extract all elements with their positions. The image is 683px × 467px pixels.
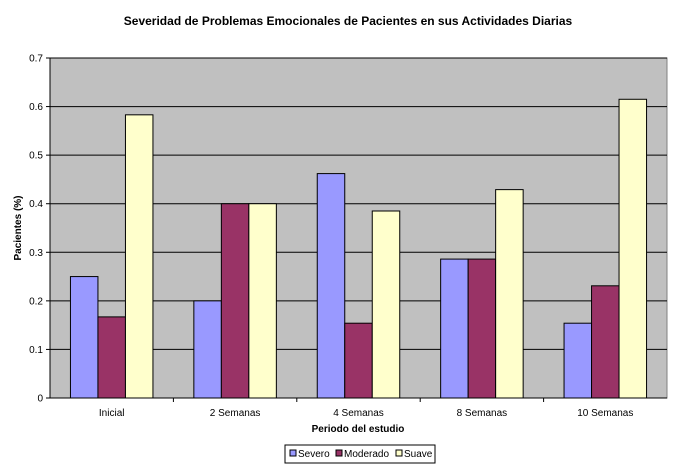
legend-label-suave: Suave: [404, 449, 433, 460]
y-tick-label: 0: [37, 394, 43, 405]
chart-title: Severidad de Problemas Emocionales de Pa…: [124, 14, 573, 28]
x-axis-ticks: Inicial 2 Semanas 4 Semanas 8 Semanas 10 Sem…: [99, 398, 633, 419]
y-tick-label: 0.2: [29, 296, 43, 307]
bar-suave-4: [495, 189, 524, 399]
y-axis-ticks: 0 0.1 0.2 0.3 0.4 0.5 0.6 0.7: [29, 54, 50, 405]
legend-label-moderado: Moderado: [344, 449, 389, 460]
bar-suave-2: [248, 203, 277, 399]
x-tick-label: 4 Semanas: [333, 408, 384, 419]
bar-suave-5: [618, 98, 648, 399]
legend-swatch-suave: [395, 449, 403, 457]
bar-moderado-1: [97, 316, 126, 399]
y-axis-title: Pacientes (%): [13, 195, 24, 260]
bar-suave-1: [124, 114, 154, 399]
y-tick-label: 0.1: [29, 345, 43, 356]
legend-swatch-moderado: [335, 449, 343, 457]
bar-severo-5: [563, 322, 593, 399]
x-tick-label: 2 Semanas: [210, 408, 261, 419]
legend-swatch-severo: [289, 449, 297, 457]
bar-moderado-5: [591, 285, 620, 399]
x-tick-label: 8 Semanas: [457, 408, 508, 419]
x-tick-label: 10 Semanas: [577, 408, 633, 419]
bar-moderado-2: [220, 203, 250, 399]
bar-severo-2: [193, 300, 222, 399]
y-tick-label: 0.3: [29, 248, 43, 259]
bar-moderado-4: [467, 258, 497, 399]
bar-moderado-3: [344, 322, 373, 399]
bar-severo-3: [316, 173, 346, 399]
bar-severo-4: [440, 258, 469, 399]
bar-suave-3: [371, 210, 401, 399]
legend-label-severo: Severo: [298, 449, 330, 460]
y-tick-label: 0.6: [29, 102, 43, 113]
bar-severo-1: [69, 276, 99, 399]
bars: [69, 98, 648, 399]
y-tick-label: 0.5: [29, 151, 43, 162]
legend: Severo Moderado Suave: [284, 444, 436, 464]
y-tick-label: 0.4: [29, 199, 43, 210]
x-tick-label: Inicial: [99, 408, 125, 419]
y-tick-label: 0.7: [29, 54, 43, 65]
x-axis-title: Periodo del estudio: [312, 424, 405, 435]
